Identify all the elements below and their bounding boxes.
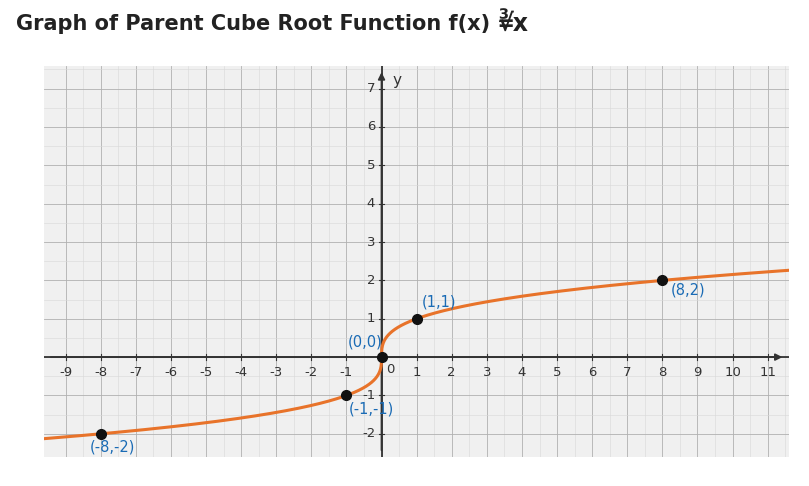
Text: -3: -3 [269, 365, 283, 379]
Text: 8: 8 [659, 365, 667, 379]
Text: 5: 5 [553, 365, 561, 379]
Text: ∛x: ∛x [498, 12, 528, 36]
Text: 2: 2 [366, 274, 375, 287]
Text: 7: 7 [623, 365, 632, 379]
Text: -2: -2 [305, 365, 318, 379]
Text: 3: 3 [483, 365, 491, 379]
Text: (-8,-2): (-8,-2) [90, 440, 136, 455]
Text: (1,1): (1,1) [422, 294, 456, 309]
Text: 1: 1 [413, 365, 421, 379]
Text: -7: -7 [129, 365, 142, 379]
Text: 5: 5 [366, 159, 375, 172]
Text: (-1,-1): (-1,-1) [349, 401, 395, 417]
Text: 6: 6 [588, 365, 596, 379]
Text: 7: 7 [366, 82, 375, 95]
Text: -1: -1 [340, 365, 353, 379]
Text: -6: -6 [164, 365, 177, 379]
Text: 4: 4 [518, 365, 526, 379]
Text: -1: -1 [362, 389, 375, 402]
Text: (8,2): (8,2) [671, 283, 705, 297]
Text: 4: 4 [366, 197, 375, 210]
Text: (0,0): (0,0) [348, 334, 383, 349]
Text: -8: -8 [94, 365, 108, 379]
Text: 11: 11 [759, 365, 776, 379]
Text: 2: 2 [447, 365, 456, 379]
Text: 3: 3 [366, 236, 375, 248]
Text: y: y [392, 73, 401, 88]
Text: -4: -4 [235, 365, 248, 379]
Text: 0: 0 [386, 363, 394, 376]
Text: 10: 10 [724, 365, 741, 379]
Text: 9: 9 [693, 365, 701, 379]
Text: -5: -5 [199, 365, 213, 379]
Text: 6: 6 [366, 121, 375, 134]
Text: Graph of Parent Cube Root Function f(x) =: Graph of Parent Cube Root Function f(x) … [16, 14, 523, 35]
Text: -9: -9 [59, 365, 72, 379]
Text: 1: 1 [366, 312, 375, 325]
Text: -2: -2 [362, 427, 375, 440]
